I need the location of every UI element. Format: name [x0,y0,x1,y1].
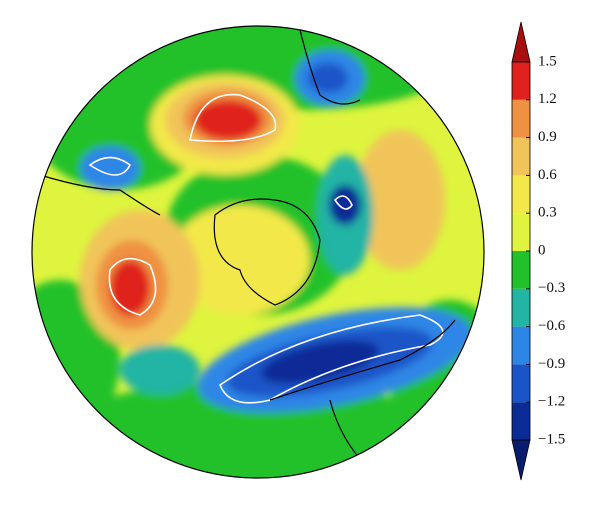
colorbar-band [512,402,530,440]
colorbar-band [512,137,530,176]
map [32,26,484,478]
colorbar-tick-label: 0.3 [538,205,557,221]
colorbar-tick-label: −1.5 [538,431,565,447]
colorbar-band [512,288,530,327]
colorbar-tick-label: 0.9 [538,129,557,145]
colorbar-band [512,251,530,289]
colorbar-band [512,364,530,403]
map-border [31,25,485,479]
colorbar-tick-label: −0.6 [538,318,566,334]
colorbar-tick-label: 1.2 [538,91,557,107]
colorbar-extend-high [511,21,531,63]
colorbar-band [512,175,530,214]
colorbar-band [512,62,530,100]
colorbar-extend-low [511,439,531,481]
colorbar-band [512,99,530,138]
colorbar-band [512,213,530,251]
colorbar-tick-label: −0.3 [538,280,565,296]
colorbar-band [512,326,530,365]
colorbar-tick-label: −0.9 [538,356,565,372]
colorbar: −1.5 −1.2 −0.9 −0.6 −0.3 0 0.3 0.6 0.9 1.2 1.5 [511,21,566,481]
colorbar-tick-label: 0.6 [538,167,557,183]
colorbar-tick-label: 1.5 [538,53,557,69]
colorbar-tick-label: −1.2 [538,394,565,410]
colorbar-tick-label: 0 [538,242,546,258]
